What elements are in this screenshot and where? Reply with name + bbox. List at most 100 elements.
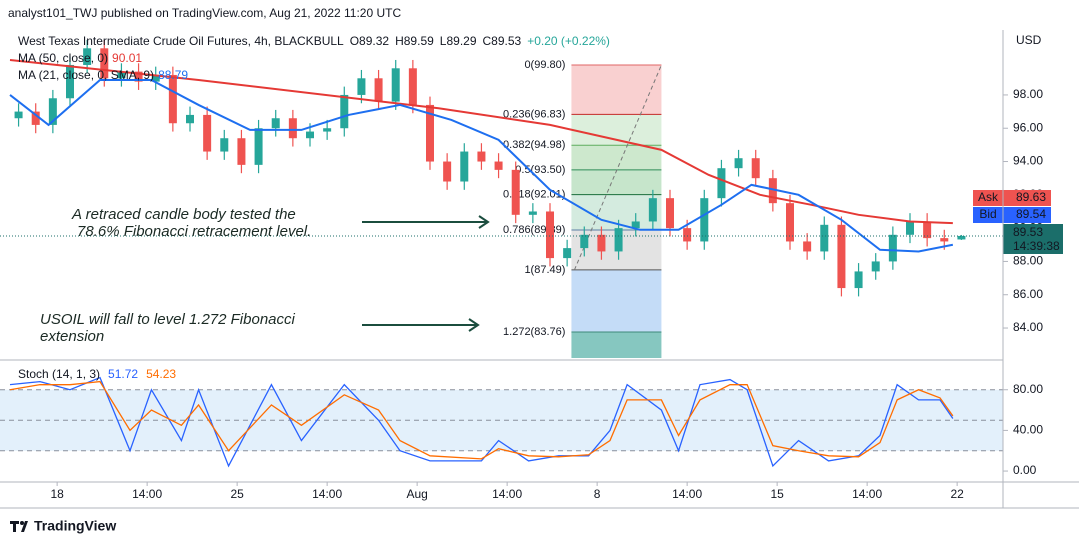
brand: TradingView	[34, 518, 116, 534]
x-tick-label: Aug	[406, 487, 427, 501]
bid-price: 89.54	[1016, 207, 1046, 221]
candle-body	[940, 238, 949, 242]
candle-body	[186, 114, 194, 124]
fib-label: 0.382(94.98)	[503, 139, 565, 151]
stoch-y-tick-label: 0.00	[1013, 463, 1037, 477]
candle-body	[220, 138, 229, 152]
candle-body	[871, 261, 880, 272]
candle-body	[31, 111, 40, 125]
candle-body	[803, 241, 812, 252]
y-tick-label: 96.00	[1013, 120, 1043, 134]
stoch-y-tick-label: 40.00	[1013, 423, 1043, 437]
legend-change: +0.20 (+0.22%)	[527, 34, 610, 48]
stoch-line	[9, 376, 954, 468]
ma-legend: MA (21, close, 0, SMA, 9) 88.79	[18, 68, 188, 82]
candle-body	[580, 234, 589, 249]
fib-label: 0(99.80)	[524, 59, 565, 71]
candle-body	[323, 128, 332, 132]
candle-body	[374, 78, 383, 102]
candle-body	[83, 48, 92, 65]
fib-zone	[571, 169, 662, 195]
candle-body	[288, 118, 297, 139]
stoch-legend: Stoch (14, 1, 3) 51.72 54.23	[18, 367, 176, 381]
ask-price: 89.63	[1016, 190, 1046, 204]
candle-body	[477, 151, 486, 162]
candle-body	[700, 198, 709, 242]
ma-name: MA (50, close, 0)	[18, 51, 108, 65]
candle-body	[717, 168, 726, 199]
candle-body	[546, 211, 554, 259]
legend: West Texas Intermediate Crude Oil Future…	[18, 34, 610, 48]
candle-body	[786, 203, 794, 242]
candle-body	[168, 74, 177, 124]
y-tick-label: 88.00	[1013, 254, 1043, 268]
candle-body	[734, 158, 743, 169]
arrow-head	[478, 215, 490, 229]
candle-body	[563, 248, 572, 259]
candle-body	[357, 78, 366, 95]
candle-body	[923, 221, 932, 239]
x-tick-label: 8	[594, 487, 601, 501]
ask-box	[1003, 190, 1051, 206]
ask-label: Ask	[978, 190, 999, 204]
candle-body	[271, 118, 280, 129]
candle-body	[306, 131, 314, 139]
last-box	[1003, 224, 1063, 254]
stoch-line	[9, 380, 954, 460]
candle-body	[151, 74, 160, 82]
candle-body	[820, 224, 829, 252]
x-tick-label: 25	[230, 487, 244, 501]
y-tick-label: 84.00	[1013, 320, 1043, 334]
candle-body	[768, 178, 777, 204]
fib-label: 0.5(93.50)	[515, 164, 565, 176]
legend-open: O89.32	[350, 34, 390, 48]
candle-body	[837, 224, 846, 289]
bid-box	[1003, 207, 1051, 223]
candle-body	[48, 98, 57, 125]
candle-body	[597, 234, 606, 252]
x-tick-label: 14:00	[852, 487, 882, 501]
candle-body	[237, 138, 246, 165]
annotation: 78.6% Fibonacci retracement level.	[77, 223, 311, 240]
candle-body	[117, 71, 126, 79]
y-tick-label: 94.00	[1013, 154, 1043, 168]
fib-zone	[571, 64, 662, 115]
x-tick-label: 14:00	[312, 487, 342, 501]
candle-body	[100, 48, 109, 79]
candle-body	[426, 104, 434, 162]
ask-tag	[973, 190, 1003, 206]
countdown: 14:39:38	[1013, 239, 1060, 253]
candle-body	[751, 158, 760, 179]
candle-body	[888, 234, 897, 262]
main-pane: 0(99.80) 0.236(96.83) 0.382(94.98) 0.5(93.5…	[0, 39, 1003, 358]
x-tick-label: 22	[950, 487, 964, 501]
candle-body	[66, 64, 74, 99]
fib-label: 0.786(89.89)	[503, 224, 565, 236]
candle-body	[340, 94, 349, 129]
x-tick-label: 14:00	[492, 487, 522, 501]
legend-title: West Texas Intermediate Crude Oil Future…	[18, 34, 344, 48]
candle-body	[203, 114, 212, 152]
annotation: extension	[40, 328, 104, 345]
y-tick-label: 98.00	[1013, 87, 1043, 101]
brand-logo	[10, 521, 28, 532]
x-tick-label: 18	[50, 487, 64, 501]
candle-body	[854, 271, 863, 289]
fib-zone	[571, 269, 662, 333]
candle-body	[511, 169, 520, 215]
moving-average	[9, 58, 953, 225]
candle-body	[648, 198, 657, 222]
legend-high: H89.59	[395, 34, 434, 48]
bid-label: Bid	[979, 207, 996, 221]
legend-close: C89.53	[483, 34, 522, 48]
stoch-band	[0, 389, 1003, 451]
annotation: USOIL will fall to level 1.272 Fibonacci	[40, 311, 296, 328]
arrow-head	[468, 318, 480, 332]
fib-label: 0.236(96.83)	[503, 108, 565, 120]
candle-body	[683, 228, 692, 242]
ma-value: 90.01	[112, 51, 142, 65]
candle-body	[631, 221, 640, 229]
candle-body	[254, 128, 263, 165]
